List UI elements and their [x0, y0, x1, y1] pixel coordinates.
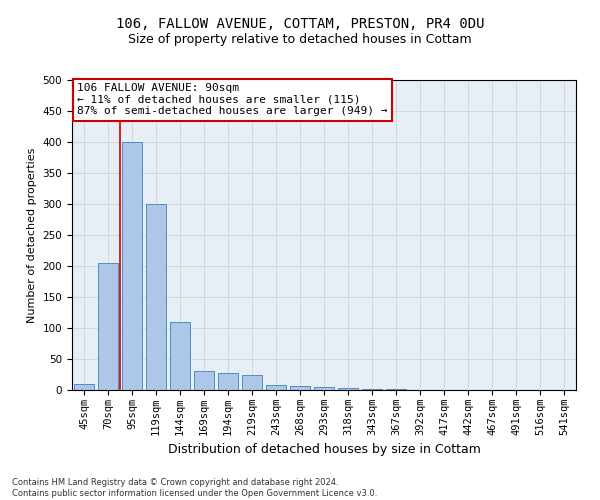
- Text: 106, FALLOW AVENUE, COTTAM, PRESTON, PR4 0DU: 106, FALLOW AVENUE, COTTAM, PRESTON, PR4…: [116, 18, 484, 32]
- Bar: [362, 389, 382, 390]
- X-axis label: Distribution of detached houses by size in Cottam: Distribution of detached houses by size …: [167, 444, 481, 456]
- Bar: [290, 386, 310, 390]
- Bar: [242, 374, 262, 390]
- Bar: [338, 388, 358, 390]
- Text: 106 FALLOW AVENUE: 90sqm
← 11% of detached houses are smaller (115)
87% of semi-: 106 FALLOW AVENUE: 90sqm ← 11% of detach…: [77, 83, 388, 116]
- Bar: [74, 384, 94, 390]
- Y-axis label: Number of detached properties: Number of detached properties: [27, 148, 37, 322]
- Bar: [146, 204, 166, 390]
- Bar: [314, 387, 334, 390]
- Text: Contains HM Land Registry data © Crown copyright and database right 2024.
Contai: Contains HM Land Registry data © Crown c…: [12, 478, 377, 498]
- Bar: [266, 385, 286, 390]
- Bar: [194, 372, 214, 390]
- Bar: [170, 322, 190, 390]
- Bar: [98, 263, 118, 390]
- Bar: [218, 374, 238, 390]
- Bar: [122, 142, 142, 390]
- Text: Size of property relative to detached houses in Cottam: Size of property relative to detached ho…: [128, 32, 472, 46]
